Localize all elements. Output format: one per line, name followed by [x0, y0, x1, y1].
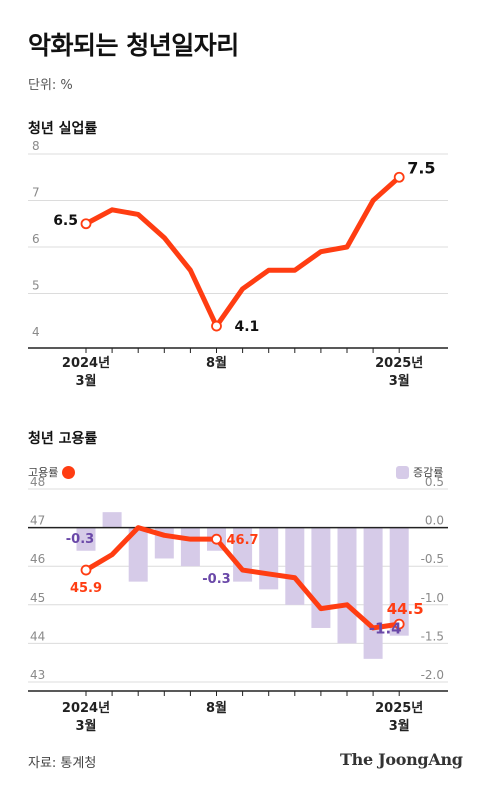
emp-right-ytick-label: -1.0 [421, 591, 444, 605]
unemp-xtick-label: 2024년 [62, 356, 110, 371]
change-rate-bar [76, 527, 96, 551]
source-label: 자료: 통계청 [28, 756, 97, 771]
change-rate-bar [180, 527, 200, 567]
emp-right-ytick-label: -0.5 [421, 552, 444, 566]
emp-point-marker [211, 533, 222, 545]
employment-rate-line [83, 525, 402, 631]
legend-employment-rate: 고용률 [28, 464, 76, 480]
emp-xtick-label: 2024년 [62, 701, 110, 716]
emp-right-ytick-label: 0.0 [425, 514, 444, 528]
change-rate-bar [259, 527, 279, 590]
change-rate-data-label: -0.3 [202, 572, 230, 587]
emp-left-ytick-label: 47 [30, 514, 45, 528]
unemp-xtick-label: 2025년 [375, 356, 423, 371]
unemp-ytick-label: 4 [32, 325, 40, 339]
emp-right-ytick-label: -2.0 [421, 668, 444, 682]
unemp-xtick-label: 3월 [75, 373, 96, 389]
change-rate-bar [102, 512, 122, 528]
emp-point-marker [393, 618, 405, 630]
change-rate-bar [311, 527, 331, 628]
change-rate-data-label: -1.4 [369, 620, 402, 638]
legend-employment-rate-label: 고용률 [28, 466, 59, 479]
emp-left-ytick-label: 45 [30, 591, 45, 605]
emp-rate-data-label: 46.7 [227, 533, 259, 548]
unit-label: 단위: % [28, 78, 73, 93]
unemp-data-label: 6.5 [53, 213, 78, 229]
emp-xtick-label: 3월 [75, 718, 96, 734]
emp-right-ytick-label: 0.5 [425, 475, 444, 489]
legend-purple-square-icon [396, 465, 409, 479]
unemp-ytick-label: 7 [32, 186, 40, 200]
change-rate-data-label: -0.3 [66, 532, 94, 547]
unemployment-chart-title: 청년 실업률 [28, 121, 98, 137]
emp-left-ytick-label: 44 [30, 629, 45, 643]
emp-right-ytick-label: -1.5 [421, 629, 444, 643]
unemployment-rate-line [83, 174, 402, 329]
employment-chart-title: 청년 고용률 [28, 431, 98, 447]
emp-xtick-label: 2025년 [375, 701, 423, 716]
emp-xtick-label: 8월 [206, 700, 227, 716]
emp-rate-data-label: 44.5 [387, 600, 424, 618]
change-rate-bar [128, 527, 148, 582]
unemp-ytick-label: 6 [32, 232, 40, 246]
brand-logo: The JoongAng [340, 750, 463, 769]
change-rate-bar [363, 527, 383, 659]
change-rate-bar [285, 527, 305, 605]
unemp-point-marker [393, 171, 405, 183]
legend-change-rate-label: 증감률 [413, 466, 444, 479]
unemp-ytick-label: 5 [32, 279, 40, 293]
legend-change-rate: 증감률 [396, 464, 443, 480]
unemp-point-marker [80, 218, 92, 230]
unemp-ytick-label: 8 [32, 139, 40, 153]
page-title: 악화되는 청년일자리 [28, 31, 239, 60]
legend-red-dot-icon [62, 465, 76, 479]
emp-point-marker [80, 564, 92, 576]
unemp-data-label: 7.5 [407, 158, 435, 177]
unemp-point-marker [211, 320, 222, 332]
emp-left-ytick-label: 48 [30, 475, 45, 489]
unemp-xtick-label: 3월 [389, 373, 410, 389]
emp-left-ytick-label: 43 [30, 668, 45, 682]
emp-xtick-label: 3월 [389, 718, 410, 734]
emp-left-ytick-label: 46 [30, 552, 45, 566]
unemp-data-label: 4.1 [235, 319, 260, 335]
emp-rate-data-label: 45.9 [70, 581, 102, 596]
change-rate-bar [337, 527, 357, 644]
change-rate-bar [389, 527, 409, 636]
unemp-xtick-label: 8월 [206, 355, 227, 371]
